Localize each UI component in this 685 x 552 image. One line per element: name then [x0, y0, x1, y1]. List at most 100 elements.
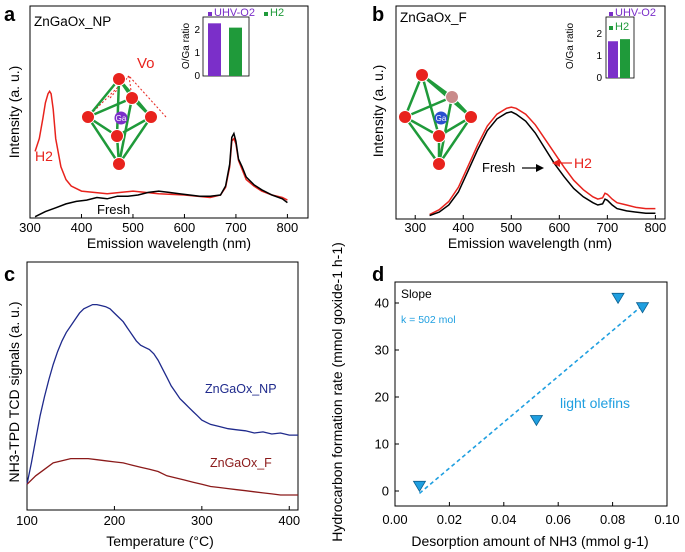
oxygen-atoms-a — [81, 72, 158, 171]
x-tick-label-c-3: 400 — [278, 513, 300, 528]
octahedron-diagram-a: Ga Vo — [81, 55, 167, 171]
x-axis-c: 100 200 300 400 — [16, 506, 300, 528]
plot-frame-b — [395, 5, 666, 220]
x-tick-label-a-5: 800 — [277, 220, 299, 235]
x-tick-label-d-4: 0.08 — [600, 512, 625, 527]
series-line-h2-a — [34, 89, 288, 201]
x-axis-label-a: Emission wavelength (nm) — [87, 235, 251, 251]
x-tick-label-a-3: 600 — [174, 220, 196, 235]
arrow-head-h2-b — [552, 159, 560, 167]
inset-bars-a — [208, 23, 242, 76]
ga-atom-a — [114, 111, 128, 125]
series-line-fresh-a — [34, 131, 288, 218]
scatter-points-d — [412, 292, 650, 493]
panel-a: a ZnGaOx_NP Intensity (a. u.) Emission w… — [4, 4, 309, 251]
scatter-point-3 — [635, 302, 650, 314]
inset-bar-0-b — [608, 41, 618, 78]
series-label-h2-b: H2 — [574, 155, 592, 171]
panel-letter-b: b — [372, 4, 384, 26]
scatter-point-2 — [611, 292, 625, 305]
slope-label: Slope — [401, 287, 432, 301]
octahedron-diagram-b: Ga — [398, 68, 478, 171]
panel-letter-c: c — [4, 264, 15, 286]
y-tick-label-d-1: 10 — [375, 437, 389, 452]
ga-atom-b — [434, 111, 448, 125]
inset-ylabel-a: O/Ga ratio — [181, 23, 192, 70]
panel-letter-a: a — [4, 4, 16, 26]
panel-d: d Hydrocarbon formation rate (mmol goxid… — [329, 242, 680, 549]
faded-oxygen-atom-b — [445, 90, 459, 104]
inset-frame-a — [202, 16, 250, 77]
x-axis-label-b: Emission wavelength (nm) — [448, 235, 612, 251]
y-tick-label-d-0: 0 — [382, 484, 389, 499]
x-tick-label-b-4: 700 — [597, 220, 619, 235]
x-tick-label-a-4: 700 — [225, 220, 247, 235]
x-tick-label-c-1: 200 — [104, 513, 126, 528]
inset-ytick-1-b: 1 — [596, 51, 602, 62]
legend-label-h2-b: H2 — [615, 21, 629, 33]
axes-d: 0.00 0.02 0.04 0.06 0.08 0.10 0 10 20 30 40 — [375, 296, 680, 528]
x-tick-label-d-0: 0.00 — [382, 512, 407, 527]
inset-ylabel-b: O/Ga ratio — [565, 23, 576, 70]
plot-frame-a — [29, 5, 309, 219]
x-tick-label-b-0: 300 — [404, 220, 426, 235]
vacancy-label: Vo — [137, 55, 155, 72]
oxygen-atoms-b — [398, 68, 478, 171]
x-axis-label-d: Desorption amount of NH3 (mmol g-1) — [411, 533, 648, 549]
series-line-np-c — [26, 303, 298, 485]
scatter-point-0 — [412, 480, 427, 493]
y-tick-label-d-3: 30 — [375, 343, 389, 358]
x-tick-label-d-5: 0.10 — [654, 512, 679, 527]
legend-label-uhv-b: UHV-O2 — [615, 7, 656, 19]
x-tick-label-a-1: 400 — [71, 220, 93, 235]
y-tick-label-d-4: 40 — [375, 296, 389, 311]
plot-frame-c — [26, 261, 299, 511]
panel-letter-d: d — [372, 264, 384, 286]
x-tick-label-b-3: 600 — [548, 220, 570, 235]
inset-bar-1-b — [620, 39, 630, 78]
y-tick-label-d-2: 20 — [375, 390, 389, 405]
sample-label-a: ZnGaOx_NP — [34, 14, 111, 29]
inset-bars-b — [608, 39, 630, 78]
arrow-head-fresh-b — [536, 164, 544, 172]
ga-label-b: Ga — [436, 114, 447, 123]
inset-chart-a: O/Ga ratio 0 1 2 UHV-O2 H2 — [181, 7, 284, 82]
x-tick-label-b-5: 800 — [645, 220, 667, 235]
series-label-fresh-a: Fresh — [97, 202, 130, 217]
y-axis-label-c: NH3-TPD TCD signals (a. u.) — [6, 301, 22, 482]
legend-swatch-h2-b — [609, 26, 613, 30]
x-tick-label-b-2: 500 — [500, 220, 522, 235]
x-tick-label-d-2: 0.04 — [491, 512, 516, 527]
inset-ytick-0-a: 0 — [194, 71, 200, 82]
series-label-np-c: ZnGaOx_NP — [205, 382, 277, 396]
series-label-h2-a: H2 — [35, 148, 53, 164]
x-axis-label-c: Temperature (°C) — [106, 533, 214, 549]
y-axis-label-b: Intensity (a. u.) — [370, 65, 386, 158]
series-line-f-c — [26, 457, 298, 496]
x-tick-label-d-3: 0.06 — [546, 512, 571, 527]
series-label-fresh-b: Fresh — [482, 160, 515, 175]
legend-label-h2-a: H2 — [270, 7, 284, 19]
legend-label-uhv-a: UHV-O2 — [214, 7, 255, 19]
inset-ytick-2-b: 2 — [596, 29, 602, 40]
y-axis-label-d: Hydrocarbon formation rate (mmol goxide-… — [329, 242, 345, 542]
sample-label-b: ZnGaOx_F — [400, 10, 467, 25]
x-tick-label-c-0: 100 — [16, 513, 38, 528]
x-tick-label-b-1: 400 — [452, 220, 474, 235]
inset-ytick-1-a: 1 — [194, 48, 200, 59]
legend-swatch-uhv-a — [208, 12, 212, 16]
x-axis-b: 300 400 500 600 700 800 — [404, 215, 666, 235]
x-tick-label-a-0: 300 — [19, 220, 41, 235]
panel-c: c NH3-TPD TCD signals (a. u.) Temperatur… — [4, 261, 300, 549]
scatter-point-1 — [529, 415, 544, 427]
y-axis-label-a: Intensity (a. u.) — [6, 66, 22, 159]
inset-bar-1-a — [229, 27, 242, 76]
slope-k-label: k = 502 mol — [401, 314, 456, 326]
ga-label-a: Ga — [116, 114, 127, 123]
legend-swatch-h2-a — [264, 12, 268, 16]
x-axis-a: 300 400 500 600 700 800 — [19, 214, 298, 235]
series-label-f-c: ZnGaOx_F — [210, 456, 272, 470]
x-tick-label-a-2: 500 — [122, 220, 144, 235]
series-label-light-olefins: light olefins — [560, 395, 630, 411]
